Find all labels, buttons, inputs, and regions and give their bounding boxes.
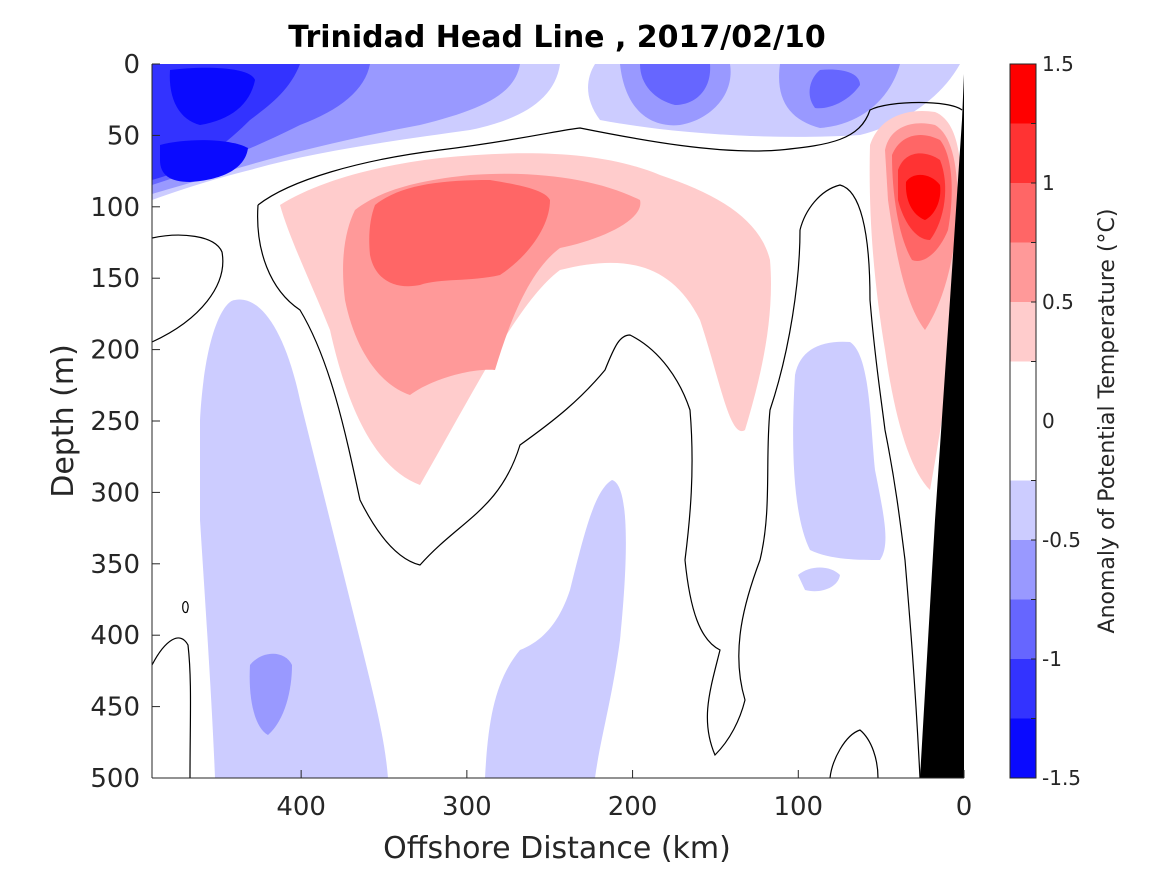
x-axis-ticks: 400 300 200 100 0 [276,770,972,822]
y-tick-label: 450 [90,693,140,723]
colorbar-frame [1009,63,1037,779]
chart-title: Trinidad Head Line , 2017/02/10 [288,20,825,55]
colorbar-tick-label: 0 [1042,409,1055,433]
colorbar-band [1010,540,1036,600]
zero-contour-westmost [152,234,224,343]
anomaly-region-neg125 [169,67,255,125]
anomaly-region-neg025-shelf-b [798,567,840,592]
colorbar-ticks: -1.5 -1 -0.5 0 0.5 1 1.5 [1042,52,1081,790]
colorbar-band [1010,123,1036,183]
anomaly-region-pos125-nearshore [905,174,941,220]
anomaly-region-neg075-surface-c [809,69,860,109]
y-tick-label: 400 [90,621,140,651]
y-tick-label: 250 [90,407,140,437]
colorbar-tick-label: 0.5 [1042,290,1074,314]
bathymetry-slope [920,74,964,778]
anomaly-region-pos075 [369,180,550,287]
anomaly-region-neg050-deep-west [249,653,292,735]
colorbar-band [1010,599,1036,659]
plot-area [152,64,964,778]
colorbar-band [1010,64,1036,124]
x-tick-label: 400 [276,792,326,822]
x-tick-label: 100 [773,792,823,822]
anomaly-region-neg025-shelf [793,341,886,560]
anomaly-region-neg125-b [160,140,248,182]
colorbar-band [1010,659,1036,719]
x-tick-label: 300 [442,792,492,822]
zero-contour-east [799,184,921,778]
colorbar-band [1010,302,1036,362]
colorbar [1009,63,1037,779]
colorbar-band [1010,480,1036,540]
y-tick-label: 150 [90,264,140,294]
colorbar-tick-label: 1.5 [1042,52,1074,76]
zero-contour-upper [257,101,963,206]
y-tick-label: 0 [123,50,140,80]
anomaly-region-neg075-surface-b [640,64,711,105]
colorbar-label: Anomaly of Potential Temperature (°C) [1095,209,1120,634]
y-tick-label: 200 [90,336,140,366]
colorbar-tick-label: -0.5 [1042,528,1081,552]
zero-contour-west [257,204,801,757]
y-tick-label: 300 [90,478,140,508]
x-tick-label: 200 [608,792,658,822]
anomaly-region-neg025-deep-west [200,299,388,778]
y-axis-ticks: 0 50 100 150 200 250 300 350 400 450 500 [90,50,160,794]
zero-contour-deep-west [152,637,192,778]
colorbar-band [1010,718,1036,778]
anomaly-region-neg025-deep-central [485,480,626,778]
x-tick-label: 0 [956,792,973,822]
colorbar-tick-label: 1 [1042,171,1055,195]
x-axis-label: Offshore Distance (km) [383,831,731,866]
colorbar-tick-label: -1.5 [1042,766,1081,790]
colorbar-tick-label: -1 [1042,647,1062,671]
zero-contour-small-loop [182,600,189,614]
y-tick-label: 100 [90,193,140,223]
y-tick-label: 50 [107,121,140,151]
colorbar-band [1010,183,1036,243]
colorbar-band [1010,242,1036,302]
y-axis-label: Depth (m) [46,344,81,498]
y-tick-label: 500 [90,764,140,794]
y-tick-label: 350 [90,550,140,580]
colorbar-band [1010,361,1036,481]
zero-contour-deep-shelf [829,729,879,778]
